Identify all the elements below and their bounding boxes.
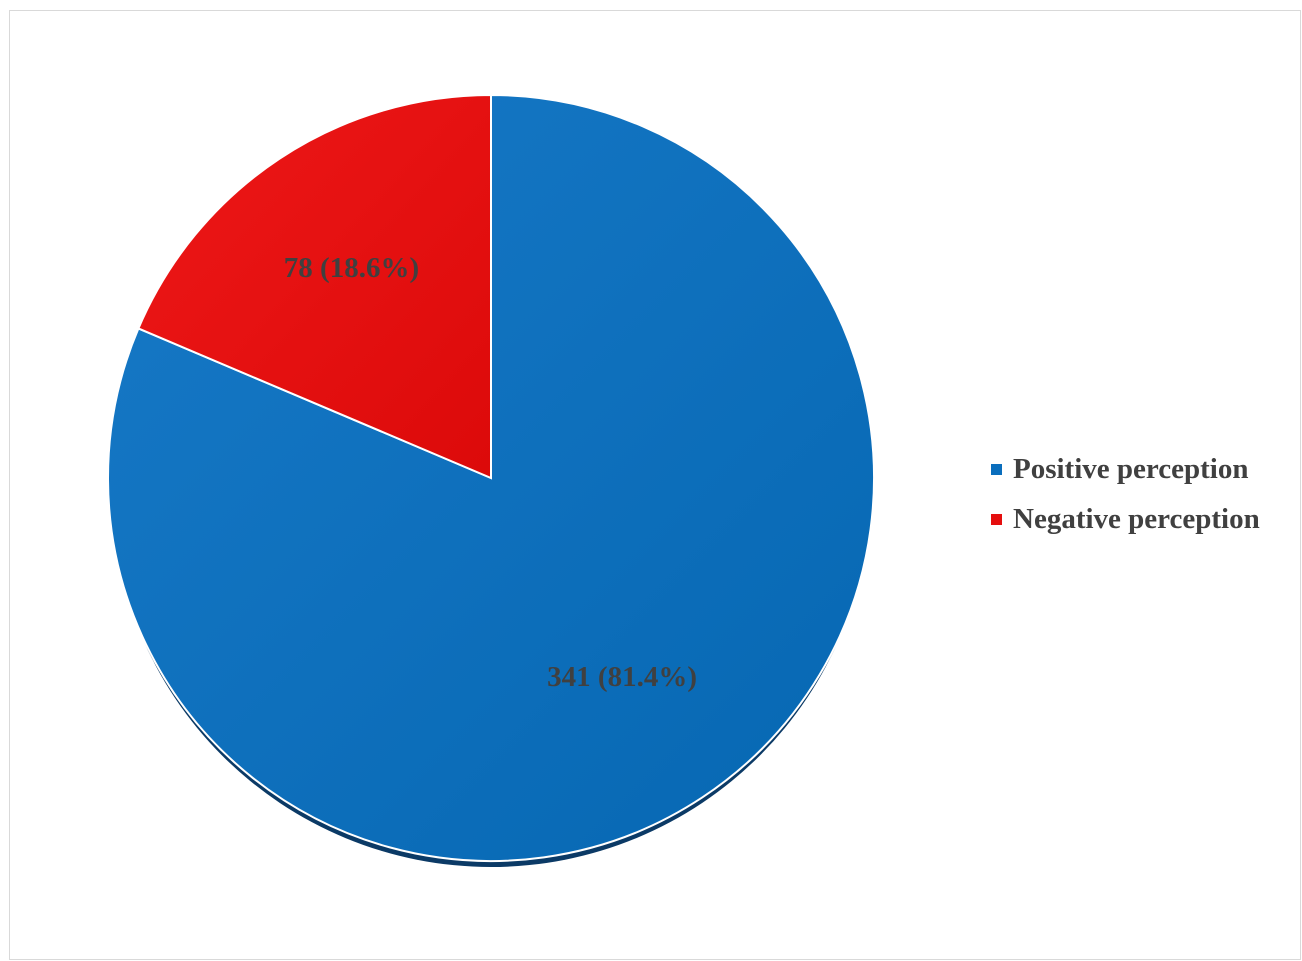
legend-swatch-positive	[991, 463, 1002, 475]
legend-label-positive: Positive perception	[1013, 452, 1249, 485]
data-label-positive: 341 (81.4%)	[547, 661, 697, 693]
legend: Positive perception Negative perception	[991, 444, 1260, 544]
legend-item-positive[interactable]: Positive perception	[991, 444, 1260, 494]
pie-slices	[107, 93, 875, 862]
legend-swatch-negative	[991, 513, 1002, 525]
pie-data-labels: 341 (81.4%) 78 (18.6%)	[284, 252, 697, 693]
pie-slice-negative[interactable]	[137, 93, 492, 480]
legend-label-negative: Negative perception	[1013, 502, 1260, 535]
data-label-negative: 78 (18.6%)	[284, 252, 419, 284]
legend-item-negative[interactable]: Negative perception	[991, 494, 1260, 544]
